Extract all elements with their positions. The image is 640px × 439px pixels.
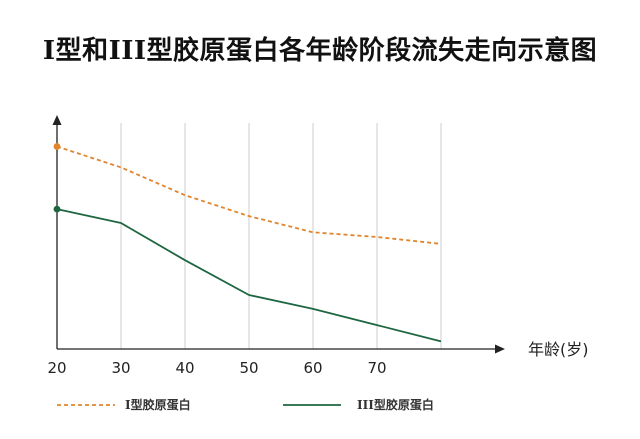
series-line-1 — [56, 145, 442, 245]
y-axis-arrow — [52, 115, 62, 125]
chart-title: I型和III型胶原蛋白各年龄阶段流失走向示意图 — [42, 36, 598, 66]
legend: I型胶原蛋白 III型胶原蛋白 — [57, 397, 434, 412]
x-tick-label: 30 — [111, 359, 130, 377]
x-tick-label: 40 — [175, 359, 194, 377]
x-tick-label: 70 — [367, 359, 386, 377]
series-line-2 — [56, 208, 442, 343]
x-axis-arrow — [495, 344, 505, 354]
axes — [52, 115, 505, 354]
x-tick-label: 50 — [239, 359, 258, 377]
legend-label: I型胶原蛋白 — [125, 397, 191, 412]
series-start-point — [53, 205, 61, 213]
x-tick-label: 60 — [303, 359, 322, 377]
series-start-point — [53, 143, 61, 150]
x-axis-title: 年龄(岁) — [528, 340, 589, 359]
series-lines — [53, 143, 442, 343]
grid-lines — [120, 123, 442, 349]
legend-label: III型胶原蛋白 — [357, 397, 434, 412]
x-tick-labels: 20 30 40 50 60 70 — [47, 359, 386, 377]
x-tick-label: 20 — [47, 359, 66, 377]
